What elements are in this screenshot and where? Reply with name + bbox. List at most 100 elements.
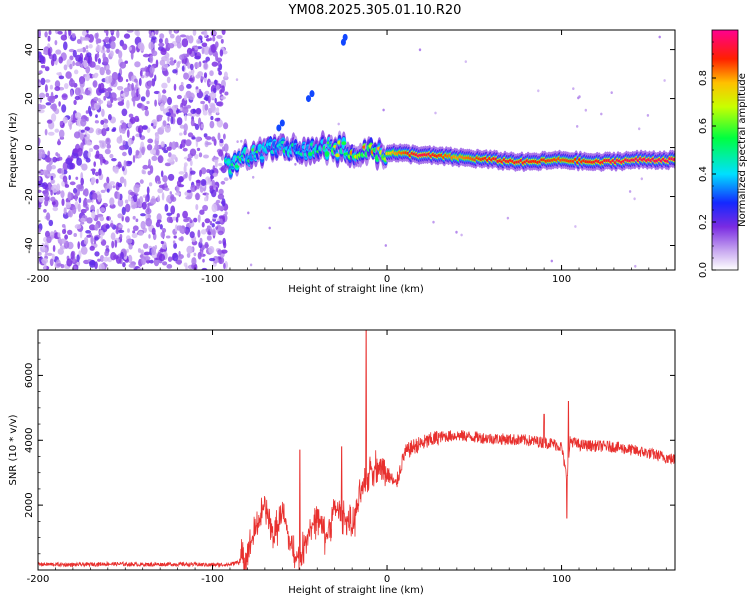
noise-speck	[95, 178, 99, 184]
noise-speck	[84, 130, 88, 134]
noise-speck	[182, 210, 189, 219]
noise-speck	[178, 171, 185, 175]
noise-speck	[94, 223, 99, 231]
noise-speck	[191, 47, 195, 52]
spectrogram-x-ticks: -200 -100 0 100	[27, 30, 667, 285]
noise-speck	[48, 183, 51, 190]
noise-speck	[201, 221, 205, 228]
colorbar-gradient	[711, 29, 739, 271]
noise-speck	[148, 182, 153, 187]
noise-speck	[107, 100, 111, 106]
noise-speck	[247, 211, 250, 215]
noise-speck	[38, 137, 41, 147]
noise-speck	[74, 224, 82, 230]
noise-speck	[191, 70, 194, 78]
noise-speck	[86, 52, 92, 58]
harmonic-blob	[279, 119, 285, 127]
noise-speck	[38, 170, 43, 175]
noise-speck	[166, 212, 173, 216]
noise-speck	[160, 170, 164, 178]
noise-speck	[122, 140, 126, 146]
noise-speck	[215, 199, 221, 204]
noise-speck	[161, 228, 167, 233]
noise-speck	[224, 211, 228, 216]
noise-speck	[195, 107, 202, 115]
noise-speck	[220, 249, 228, 254]
noise-speck	[109, 181, 116, 186]
noise-speck	[102, 124, 109, 129]
noise-speck	[179, 124, 185, 129]
noise-speck	[44, 31, 48, 38]
noise-speck	[105, 43, 112, 49]
noise-speck	[200, 123, 204, 129]
noise-speck	[92, 74, 95, 78]
noise-speck	[178, 250, 181, 257]
noise-speck	[634, 264, 637, 268]
noise-speck	[209, 70, 214, 77]
noise-speck	[46, 164, 52, 172]
noise-speck	[83, 59, 88, 69]
x-tick-label: -200	[27, 274, 50, 285]
noise-speck	[173, 59, 177, 64]
noise-speck	[39, 245, 46, 253]
noise-speck	[217, 249, 223, 256]
noise-speck	[206, 235, 212, 241]
colorbar: 0.0 0.2 0.4 0.6 0.8 Normalized spectral ampl…	[698, 29, 748, 278]
snr-y-ticks: 2000 4000 6000	[24, 342, 675, 555]
noise-speck	[146, 127, 151, 133]
noise-speck	[215, 186, 219, 193]
noise-speck	[93, 96, 99, 102]
snr-series-line	[38, 330, 675, 570]
noise-speck	[81, 30, 87, 36]
noise-speck	[158, 42, 165, 47]
noise-speck	[76, 184, 83, 190]
noise-speck	[80, 129, 85, 133]
noise-speck	[163, 70, 169, 77]
noise-speck	[142, 125, 148, 130]
noise-speck	[159, 103, 165, 112]
noise-speck	[202, 103, 205, 112]
noise-speck	[434, 111, 437, 115]
noise-speck	[100, 119, 105, 125]
noise-speck	[189, 219, 193, 224]
noise-speck	[210, 104, 216, 112]
noise-speck	[211, 136, 216, 142]
noise-speck	[204, 90, 210, 95]
noise-speck	[174, 30, 178, 33]
noise-speck	[94, 120, 99, 124]
noise-speck	[126, 238, 133, 244]
noise-speck	[156, 213, 162, 222]
snr-panel: -200 -100 0 100 2000 4000 6000 Height of stra…	[8, 329, 676, 596]
noise-speck	[200, 229, 207, 235]
noise-speck	[80, 221, 85, 225]
noise-speck	[188, 35, 194, 44]
noise-speck	[38, 228, 42, 233]
noise-speck	[52, 206, 59, 212]
noise-speck	[135, 218, 139, 223]
noise-speck	[212, 172, 218, 177]
noise-speck	[211, 223, 215, 228]
noise-speck	[89, 110, 93, 117]
noise-speck	[185, 171, 188, 179]
noise-speck	[77, 147, 83, 157]
noise-speck	[70, 251, 75, 260]
noise-speck	[48, 96, 56, 104]
noise-speck	[121, 108, 128, 117]
noise-speck	[219, 89, 223, 95]
noise-speck	[129, 191, 136, 196]
noise-speck	[191, 257, 197, 266]
noise-speck	[99, 82, 105, 91]
noise-speck	[127, 138, 132, 147]
ridge-cell	[307, 152, 313, 157]
noise-speck	[86, 217, 93, 224]
noise-speck	[143, 243, 149, 249]
noise-speck	[140, 213, 146, 217]
noise-speck	[83, 37, 91, 41]
noise-speck	[126, 30, 134, 33]
noise-speck	[38, 82, 42, 87]
noise-speck	[109, 36, 116, 42]
noise-speck	[79, 133, 84, 141]
noise-speck	[178, 84, 185, 92]
noise-speck	[44, 156, 52, 163]
noise-speck	[206, 78, 211, 88]
